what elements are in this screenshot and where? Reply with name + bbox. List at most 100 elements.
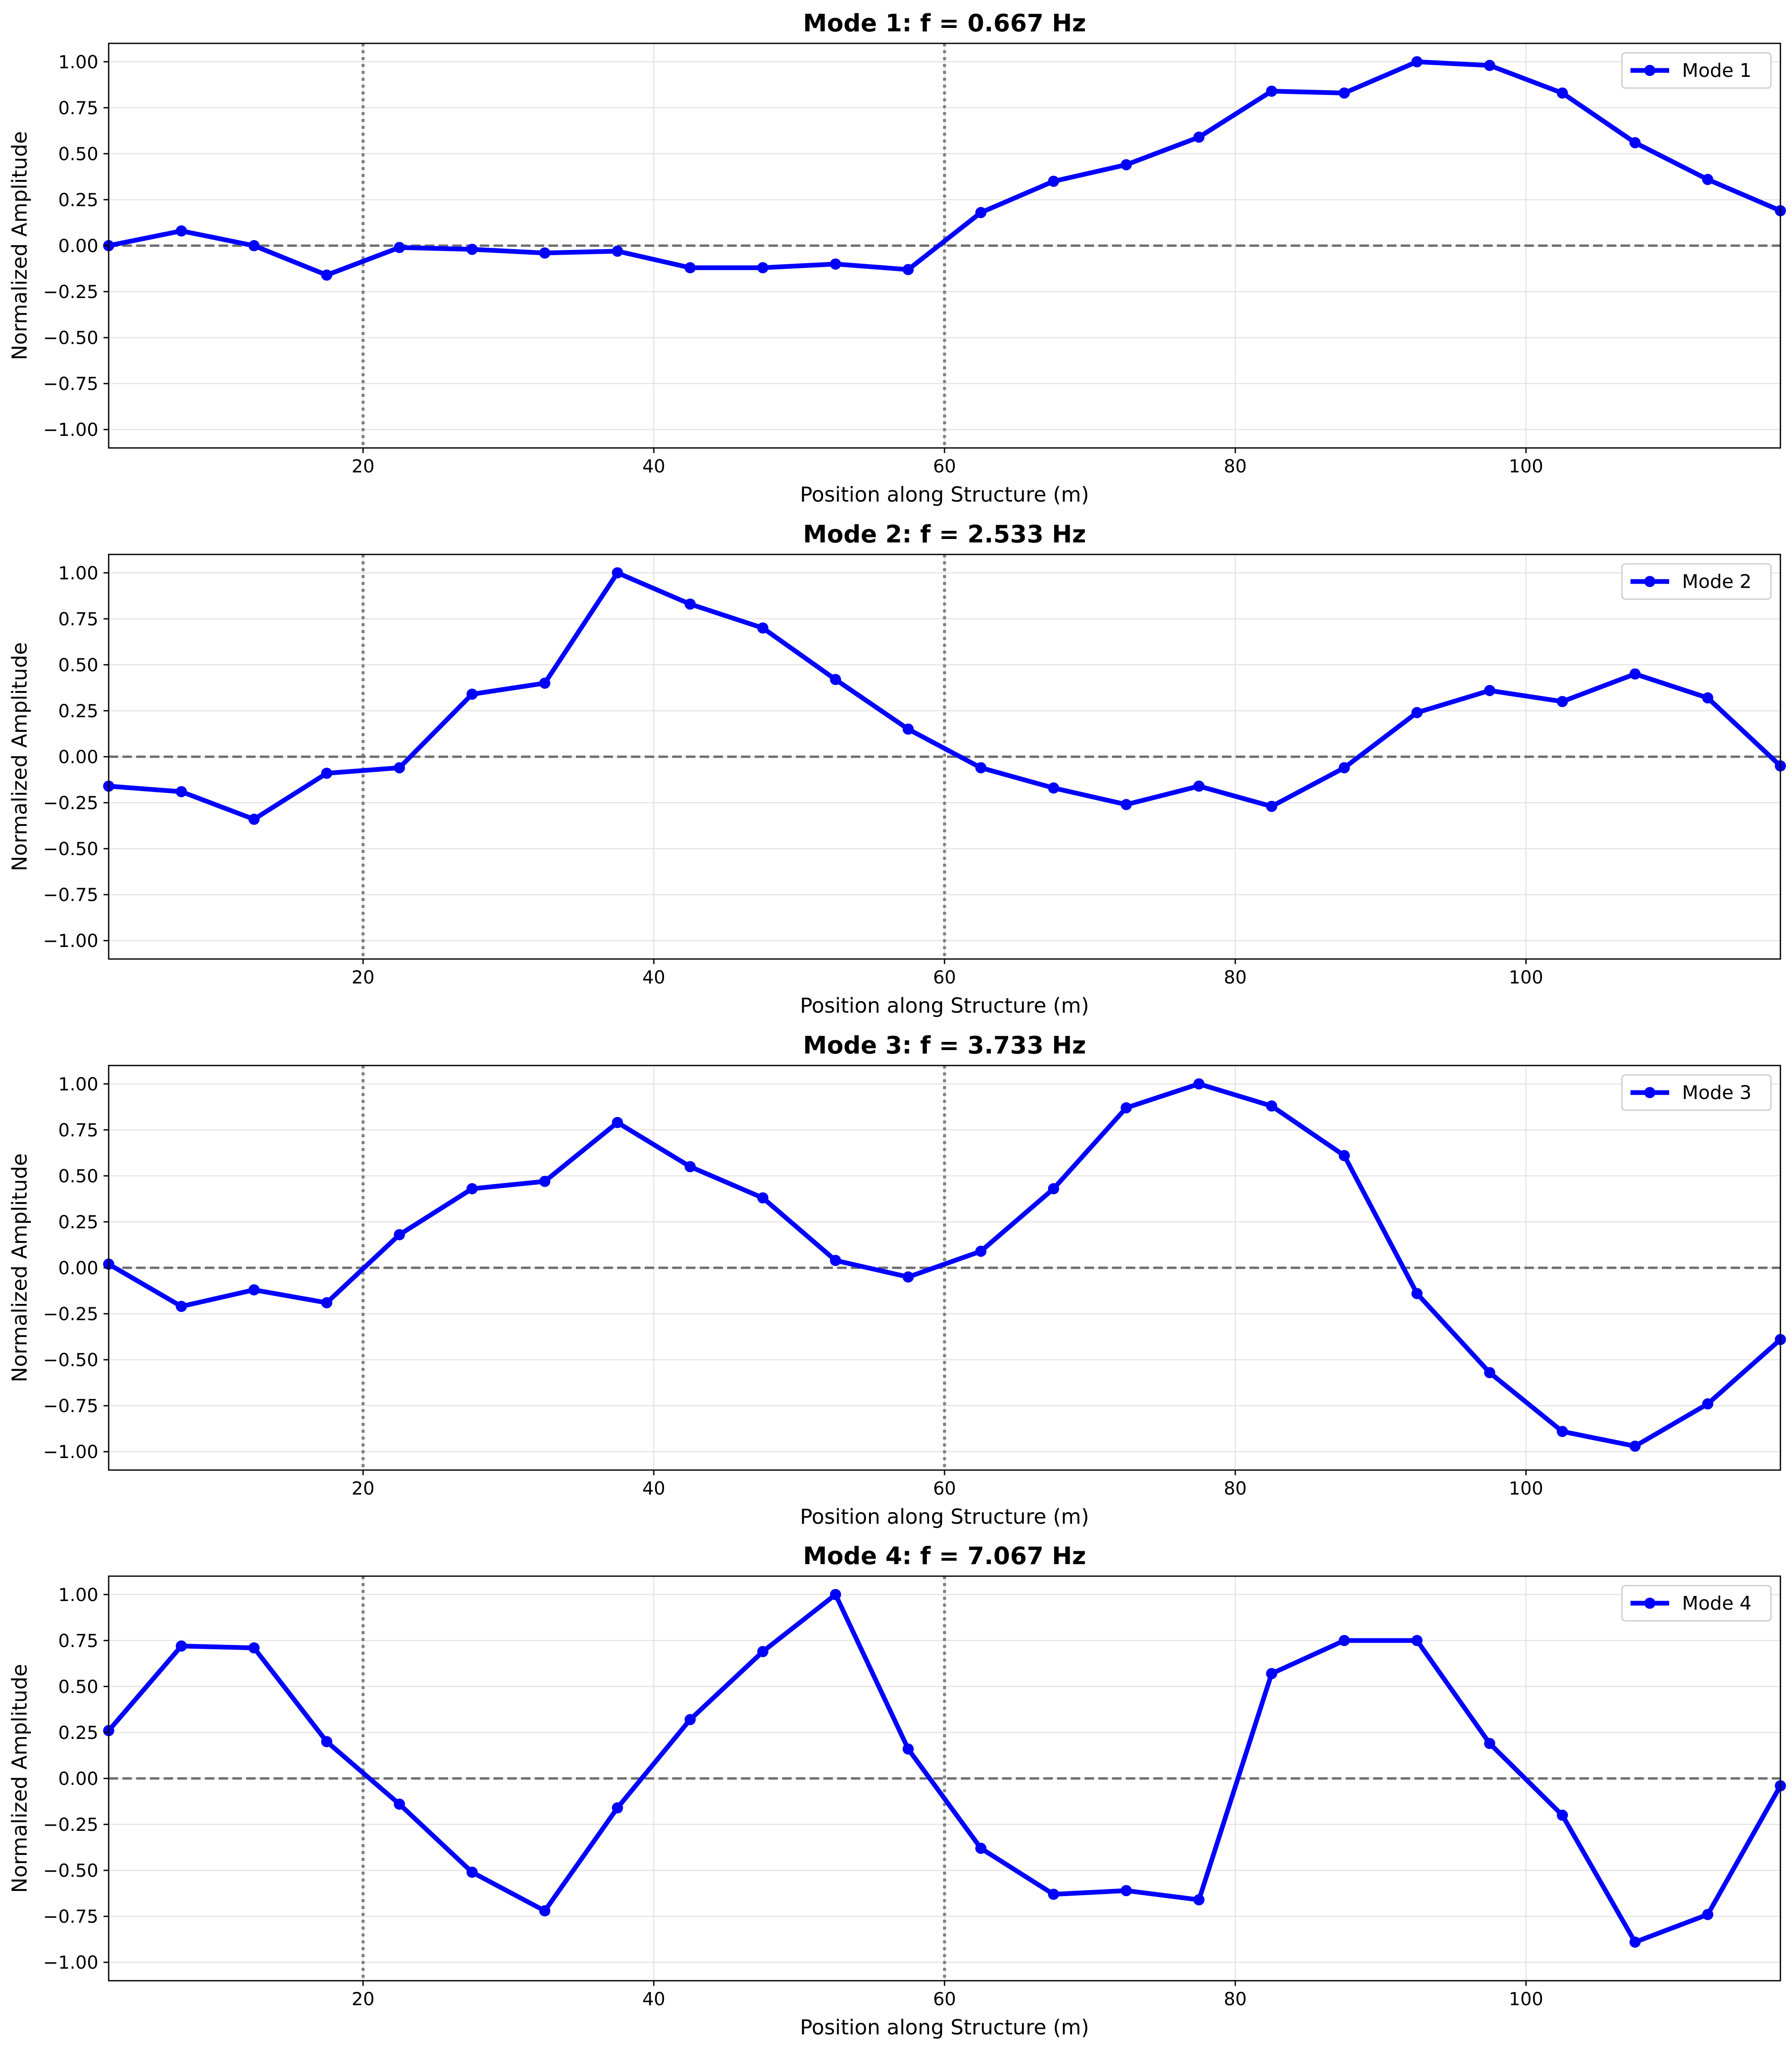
x-tick-label: 60 [933,1478,956,1499]
data-point [1411,1635,1423,1646]
data-point [321,1297,332,1309]
data-point [1702,174,1713,185]
series-line-mode-3 [107,1081,1782,1449]
data-point [1557,696,1568,707]
y-tick-label: 0.25 [58,700,98,722]
legend-box [1621,52,1772,89]
legend-marker-swatch [1644,576,1655,587]
subplot-mode-4: 20 40 60 80 100 1.00 0.75 0.50 0.25 0.00 −0.25 −0.5… [8,1542,1786,2040]
data-point [1048,1183,1059,1194]
data-point [539,677,551,689]
data-point [830,1589,841,1600]
data-point [612,1117,623,1128]
y-tick-label: −1.00 [43,1952,98,1973]
data-point [1484,60,1496,71]
subplot-title: Mode 4: f = 7.067 Hz [803,1542,1086,1570]
y-tick-label: 0.50 [58,1676,98,1697]
data-point [1411,1288,1423,1299]
y-axis-label: Normalized Amplitude [8,1664,32,1893]
data-point [1193,1078,1205,1090]
x-tick-label: 100 [1509,1988,1543,2009]
data-point [466,688,478,700]
data-point [1557,1809,1568,1821]
data-point [1338,87,1350,99]
y-tick-label: −1.00 [43,419,98,440]
x-tick-label: 80 [1224,1988,1246,2009]
data-point [466,1866,478,1878]
data-point [1266,801,1277,812]
data-point [830,674,841,685]
data-point [1266,1100,1277,1112]
data-point [1193,131,1205,143]
legend-marker-swatch [1644,1087,1655,1098]
y-tick-label: 0.50 [58,143,98,164]
data-point [684,262,696,274]
x-tick-label: 20 [352,1988,375,2009]
x-tick-label: 40 [642,1478,665,1499]
legend-box [1621,1585,1772,1622]
y-axis-label: Normalized Amplitude [8,642,32,871]
y-tick-label: 1.00 [58,1074,98,1095]
y-tick-label: 0.00 [58,1257,98,1279]
series-line-mode-2 [108,569,1782,822]
y-tick-label: −0.50 [43,838,98,859]
y-tick-label: −0.50 [43,1860,98,1881]
data-point [757,1192,768,1204]
legend-label: Mode 2 [1682,571,1752,593]
y-tick-label: −1.00 [43,1441,98,1462]
data-point [1629,137,1641,149]
data-point [975,207,987,218]
legend-box [1621,563,1772,600]
data-point [539,1905,551,1917]
legend-marker-swatch [1644,65,1655,76]
y-tick-label: −0.25 [43,1303,98,1324]
data-point [176,786,187,798]
data-point [248,1642,260,1653]
series-line-mode-4 [107,1591,1783,1945]
x-tick-label: 40 [642,967,665,988]
data-point [248,240,260,251]
legend-marker-swatch [1644,1598,1655,1609]
x-axis-label: Position along Structure (m) [800,2016,1089,2040]
subplot-title: Mode 3: f = 3.733 Hz [803,1032,1086,1060]
data-point [1484,1738,1496,1749]
y-tick-label: 0.75 [58,609,98,630]
data-point [466,1183,478,1194]
data-point [176,1640,187,1652]
data-point [1411,707,1423,719]
data-point [1629,668,1641,680]
data-point [1411,56,1423,67]
series-line-mode-1 [108,59,1782,278]
y-tick-label: 1.00 [58,563,98,584]
data-point [393,1229,405,1240]
x-tick-label: 80 [1224,1478,1246,1499]
data-point [902,264,914,275]
legend: Mode 1 [1621,52,1772,89]
data-point [393,1798,405,1810]
data-point [1121,159,1132,170]
legend-box [1621,1074,1772,1111]
data-point [539,247,551,259]
x-tick-label: 40 [642,1988,665,2009]
x-tick-label: 80 [1224,967,1246,988]
subplot-title: Mode 1: f = 0.667 Hz [803,9,1086,37]
data-point [176,225,187,237]
data-point [975,1842,987,1854]
data-point [1629,1440,1641,1452]
data-point [1048,176,1059,187]
x-tick-label: 100 [1509,967,1543,988]
data-point [975,762,987,773]
data-point [1048,1888,1059,1900]
data-point [902,1743,914,1755]
data-point [393,242,405,253]
x-tick-label: 20 [352,1478,375,1499]
x-tick-label: 60 [933,967,956,988]
y-tick-label: −0.50 [43,1349,98,1370]
data-point [612,245,623,257]
data-point [321,269,332,281]
data-point [1338,762,1350,773]
subplot-mode-2: 20 40 60 80 100 1.00 0.75 0.50 0.25 0.00 −0.25 −0.5… [8,521,1786,1018]
data-point [1121,799,1132,810]
x-tick-label: 60 [933,1988,956,2009]
